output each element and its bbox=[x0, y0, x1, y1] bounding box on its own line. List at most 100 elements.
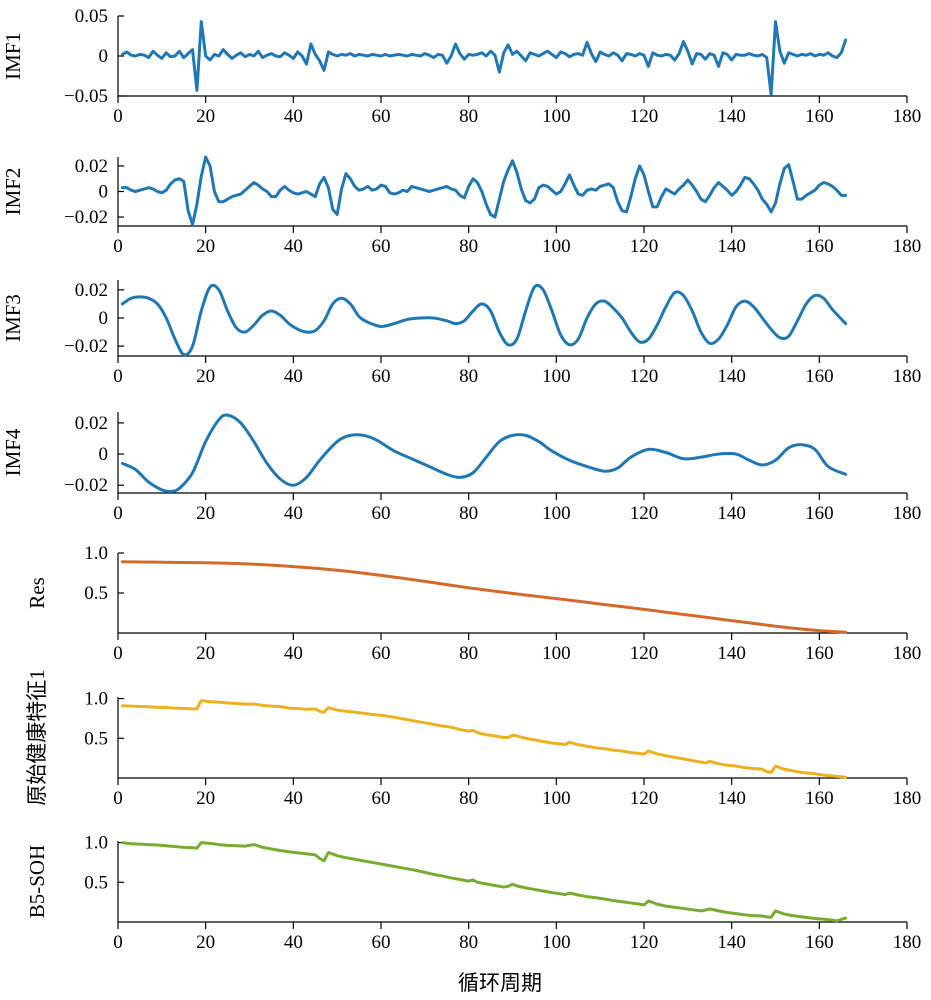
x-tick-label: 40 bbox=[284, 788, 303, 809]
x-tick-label: 140 bbox=[717, 788, 746, 809]
series-line bbox=[120, 283, 848, 357]
x-tick-label: 0 bbox=[113, 366, 123, 387]
panel-res: 0 20 40 60 80 100 120 140 160 180 0.5 1.0 Res bbox=[25, 543, 921, 664]
series-line bbox=[120, 413, 848, 494]
y-tick-label: 0.02 bbox=[75, 413, 108, 434]
x-tick-label: 80 bbox=[459, 503, 478, 524]
x-tick-label: 160 bbox=[805, 643, 834, 664]
y-tick-label: 0.02 bbox=[75, 280, 108, 301]
x-tick-label: 140 bbox=[717, 643, 746, 664]
x-axis-label: 循环周期 bbox=[458, 971, 542, 995]
x-tick-label: 100 bbox=[542, 788, 571, 809]
y-tick-label: 1.0 bbox=[84, 689, 108, 710]
x-tick-label: 180 bbox=[893, 366, 922, 387]
y-tick-label: 0 bbox=[99, 46, 109, 67]
x-tick-label: 20 bbox=[196, 106, 215, 127]
y-axis-label: B5-SOH bbox=[25, 845, 49, 919]
x-tick-label: 180 bbox=[893, 643, 922, 664]
x-tick-label: 20 bbox=[196, 503, 215, 524]
x-tick-label: 120 bbox=[630, 106, 659, 127]
y-tick-label: 0 bbox=[99, 182, 109, 203]
x-tick-label: 100 bbox=[542, 503, 571, 524]
y-tick-label: −0.02 bbox=[64, 336, 108, 357]
x-tick-label: 140 bbox=[717, 366, 746, 387]
x-tick-label: 160 bbox=[805, 366, 834, 387]
x-tick-label: 180 bbox=[893, 106, 922, 127]
x-tick-label: 120 bbox=[630, 788, 659, 809]
x-tick-label: 0 bbox=[113, 503, 123, 524]
x-tick-label: 80 bbox=[459, 236, 478, 257]
panel-b5-soh: 0 20 40 60 80 100 120 140 160 180 0.5 1.0 B5-SOH bbox=[25, 833, 921, 953]
y-tick-label: 0.5 bbox=[84, 872, 108, 893]
x-tick-label: 80 bbox=[459, 643, 478, 664]
axes bbox=[117, 697, 907, 779]
x-tick-label: 120 bbox=[630, 236, 659, 257]
x-tick-label: 140 bbox=[717, 236, 746, 257]
x-tick-label: 120 bbox=[630, 503, 659, 524]
x-tick-label: 0 bbox=[113, 643, 123, 664]
x-tick-label: 100 bbox=[542, 236, 571, 257]
y-axis-label: 原始健康特征1 bbox=[25, 669, 49, 806]
y-axis-label: IMF4 bbox=[1, 428, 25, 476]
x-tick-label: 160 bbox=[805, 932, 834, 953]
x-tick-label: 140 bbox=[717, 932, 746, 953]
y-tick-label: 0 bbox=[99, 444, 109, 465]
y-tick-label: 0.05 bbox=[75, 6, 108, 27]
x-tick-label: 180 bbox=[893, 932, 922, 953]
y-axis-label: Res bbox=[25, 577, 49, 609]
x-tick-label: 0 bbox=[113, 788, 123, 809]
x-tick-label: 40 bbox=[284, 366, 303, 387]
x-tick-label: 60 bbox=[372, 236, 391, 257]
x-tick-label: 20 bbox=[196, 366, 215, 387]
y-axis-label: IMF2 bbox=[1, 168, 25, 216]
x-tick-label: 40 bbox=[284, 503, 303, 524]
y-tick-label: 1.0 bbox=[84, 833, 108, 854]
x-tick-label: 140 bbox=[717, 106, 746, 127]
y-tick-label: 1.0 bbox=[84, 543, 108, 564]
y-tick-label: 0 bbox=[99, 308, 109, 329]
x-tick-label: 80 bbox=[459, 106, 478, 127]
y-tick-label: −0.02 bbox=[64, 207, 108, 228]
x-tick-label: 180 bbox=[893, 503, 922, 524]
series-line bbox=[120, 20, 848, 96]
x-tick-label: 120 bbox=[630, 366, 659, 387]
x-tick-label: 20 bbox=[196, 788, 215, 809]
x-tick-label: 120 bbox=[630, 932, 659, 953]
x-tick-label: 180 bbox=[893, 788, 922, 809]
y-tick-label: 0.02 bbox=[75, 156, 108, 177]
x-tick-label: 40 bbox=[284, 236, 303, 257]
x-tick-label: 0 bbox=[113, 932, 123, 953]
x-tick-label: 20 bbox=[196, 932, 215, 953]
x-tick-label: 100 bbox=[542, 106, 571, 127]
x-tick-label: 60 bbox=[372, 932, 391, 953]
axes bbox=[117, 412, 907, 494]
series-line bbox=[120, 699, 848, 779]
x-tick-label: 60 bbox=[372, 106, 391, 127]
x-tick-label: 80 bbox=[459, 366, 478, 387]
x-tick-label: 160 bbox=[805, 788, 834, 809]
x-tick-label: 60 bbox=[372, 366, 391, 387]
x-tick-label: 60 bbox=[372, 788, 391, 809]
series-line bbox=[120, 841, 848, 923]
x-tick-label: 100 bbox=[542, 366, 571, 387]
x-tick-label: 60 bbox=[372, 643, 391, 664]
x-tick-label: 120 bbox=[630, 643, 659, 664]
x-tick-label: 0 bbox=[113, 236, 123, 257]
x-tick-label: 160 bbox=[805, 106, 834, 127]
y-tick-label: 0.5 bbox=[84, 728, 108, 749]
y-axis-label: IMF1 bbox=[1, 32, 25, 80]
x-tick-label: 40 bbox=[284, 932, 303, 953]
x-tick-label: 100 bbox=[542, 643, 571, 664]
series-line bbox=[120, 560, 848, 634]
x-tick-label: 40 bbox=[284, 106, 303, 127]
x-tick-label: 160 bbox=[805, 503, 834, 524]
x-tick-label: 140 bbox=[717, 503, 746, 524]
y-tick-label: 0.5 bbox=[84, 583, 108, 604]
x-tick-label: 160 bbox=[805, 236, 834, 257]
x-tick-label: 20 bbox=[196, 236, 215, 257]
y-axis-label: IMF3 bbox=[1, 294, 25, 342]
x-tick-label: 0 bbox=[113, 106, 123, 127]
